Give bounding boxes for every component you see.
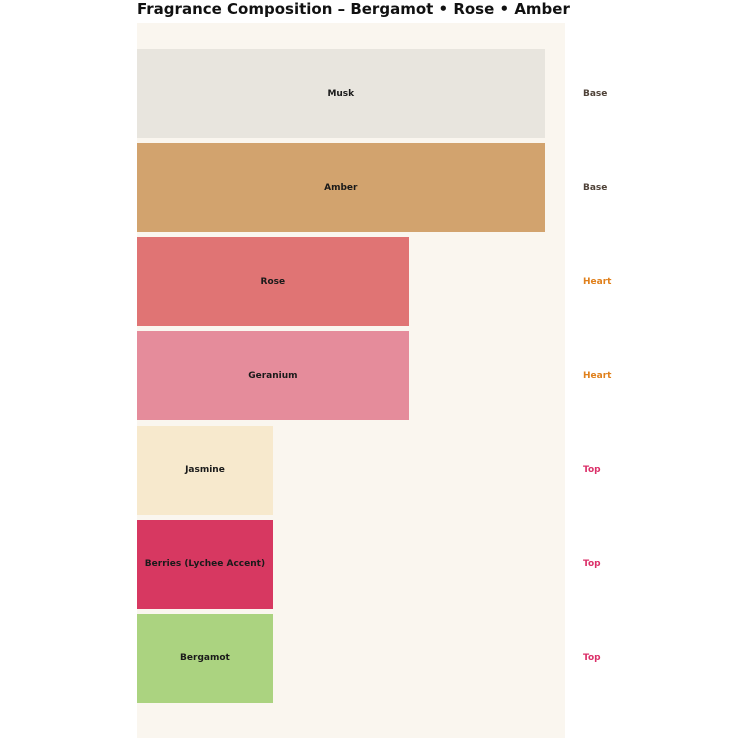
bar-label: Rose [260, 276, 286, 287]
note-label-heart: Heart [583, 370, 612, 381]
note-label-base: Base [583, 182, 608, 193]
note-label-top: Top [583, 465, 601, 476]
plot-area: Musk Amber Rose Geranium Jasmine Berries (Lyc… [137, 23, 565, 738]
bar-musk: Musk [137, 49, 545, 138]
bar-geranium: Geranium [137, 331, 409, 421]
chart-title: Fragrance Composition – Bergamot • Rose … [137, 0, 570, 18]
bar-bergamot: Bergamot [137, 613, 273, 703]
note-label-top: Top [583, 653, 601, 664]
bar-label: Jasmine [185, 465, 225, 476]
bar-label: Geranium [248, 370, 298, 381]
bar-amber: Amber [137, 143, 545, 233]
bar-label: Bergamot [180, 653, 230, 664]
bar-berries-lychee-accent: Berries (Lychee Accent) [137, 519, 273, 609]
bar-label: Amber [324, 182, 358, 193]
note-label-base: Base [583, 88, 608, 99]
bar-label: Musk [327, 88, 355, 99]
bar-rose: Rose [137, 237, 409, 327]
bar-label: Berries (Lychee Accent) [144, 559, 266, 570]
note-label-heart: Heart [583, 276, 612, 287]
note-label-top: Top [583, 559, 601, 570]
bar-jasmine: Jasmine [137, 425, 273, 515]
